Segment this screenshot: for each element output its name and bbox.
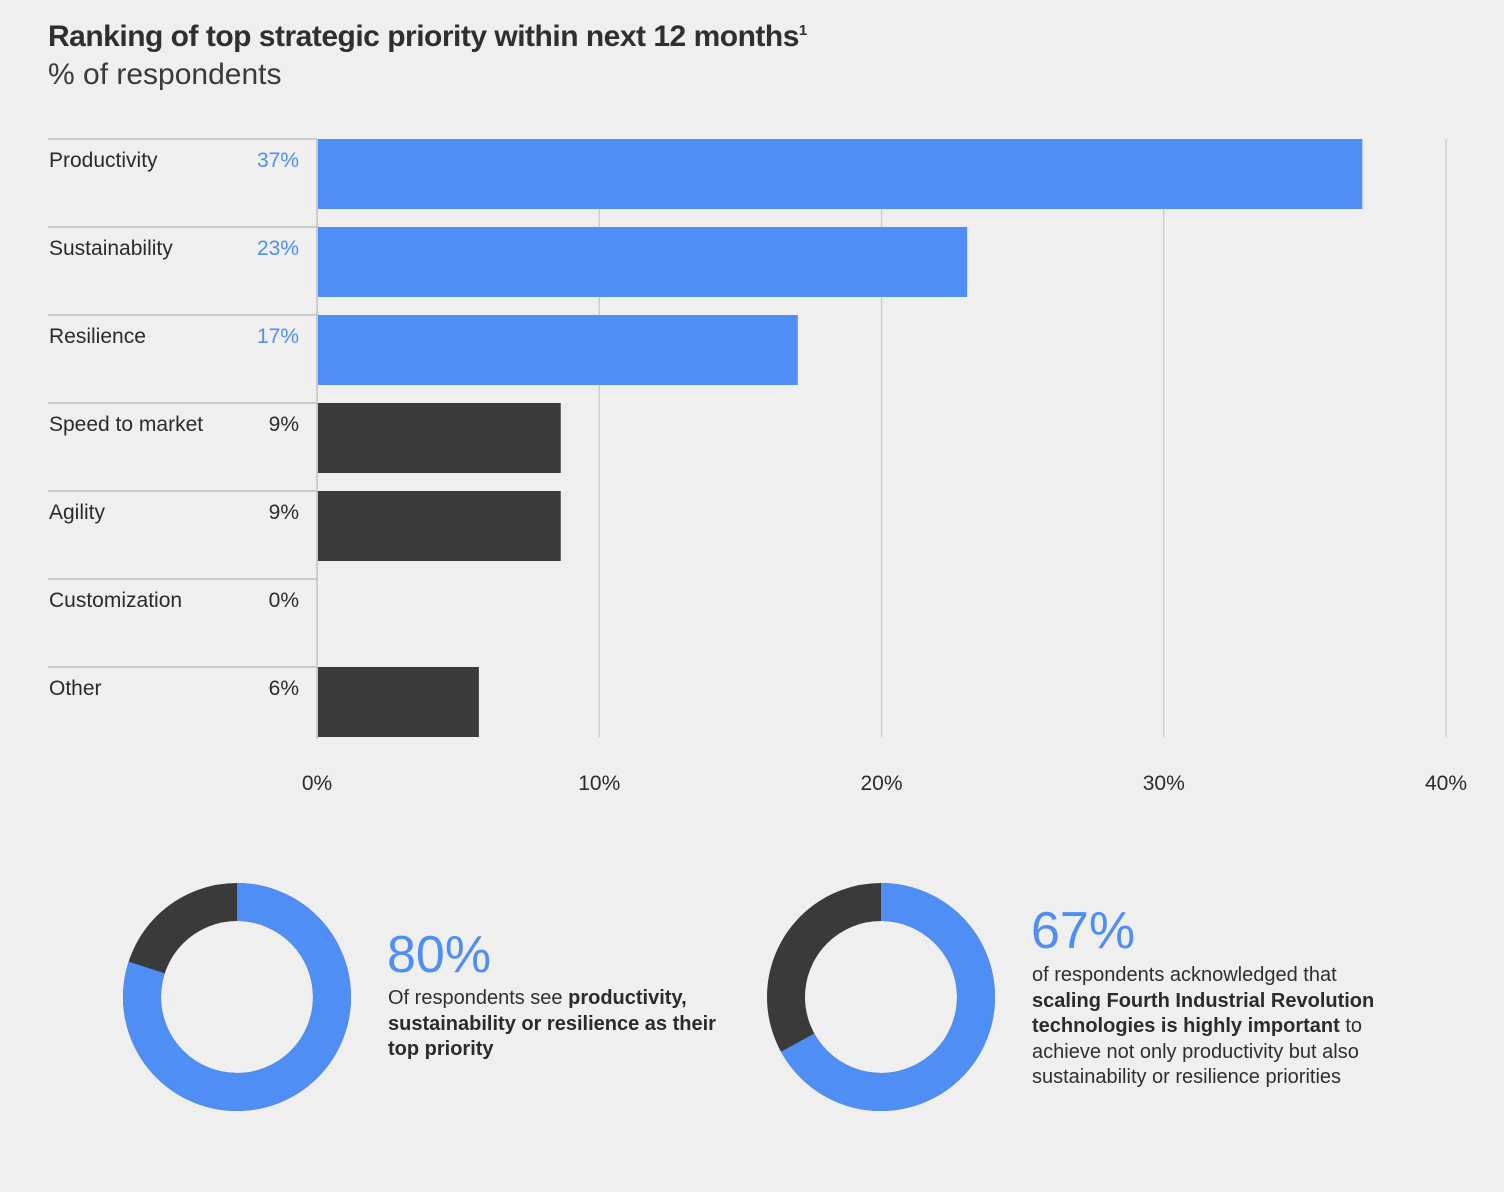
chart-subtitle: % of respondents [48, 58, 282, 91]
bar [318, 667, 479, 737]
category-label: Agility [49, 501, 106, 524]
data-label: 37% [257, 149, 299, 172]
category-label: Speed to market [49, 413, 203, 436]
bar [318, 315, 798, 385]
data-label: 6% [269, 677, 299, 700]
bar [318, 227, 968, 297]
footnote-mark: 1 [798, 22, 807, 39]
bar-chart: Productivity 37% Sustainability 23% Resilien… [48, 138, 1467, 795]
category-label: Other [49, 677, 102, 700]
x-tick-label: 20% [860, 772, 902, 795]
donut-share-segment [123, 883, 351, 1111]
category-label: Productivity [49, 149, 158, 172]
category-label: Customization [49, 589, 182, 612]
stat-text-emphasis: productivity, sustainability or resilien… [388, 987, 716, 1060]
x-tick-label: 10% [578, 772, 620, 795]
donut-chart-productivity [123, 883, 351, 1111]
chart-title: Ranking of top strategic priority within… [48, 20, 807, 54]
chart-title-text: Ranking of top strategic priority within… [48, 20, 799, 53]
bar [318, 139, 1363, 209]
x-tick-label: 30% [1143, 772, 1185, 795]
stat-value-80: 80% [387, 926, 492, 984]
donut-share-segment [767, 883, 995, 1111]
donut-chart-4ir [767, 883, 995, 1111]
data-label: 17% [257, 325, 299, 348]
stat-description-67: of respondents acknowledged that scaling… [1032, 963, 1397, 1091]
stat-text-run: Of respondents see [388, 987, 569, 1009]
data-label: 23% [257, 237, 299, 260]
category-label: Resilience [49, 325, 146, 348]
stat-description-80: Of respondents see productivity, sustain… [388, 986, 718, 1063]
bar [318, 403, 561, 473]
stat-text-emphasis: scaling Fourth Industrial Revolution tec… [1032, 989, 1375, 1038]
x-tick-label: 0% [302, 772, 332, 795]
stat-value-67: 67% [1031, 902, 1136, 960]
stat-text-run: of respondents acknowledged that [1032, 964, 1337, 986]
category-label: Sustainability [49, 237, 173, 260]
x-tick-label: 40% [1425, 772, 1467, 795]
data-label: 9% [269, 413, 299, 436]
data-label: 0% [269, 589, 299, 612]
data-label: 9% [269, 501, 299, 524]
stat-text-run: to achieve not only productivity but als… [1032, 1015, 1363, 1088]
bar [318, 491, 561, 561]
